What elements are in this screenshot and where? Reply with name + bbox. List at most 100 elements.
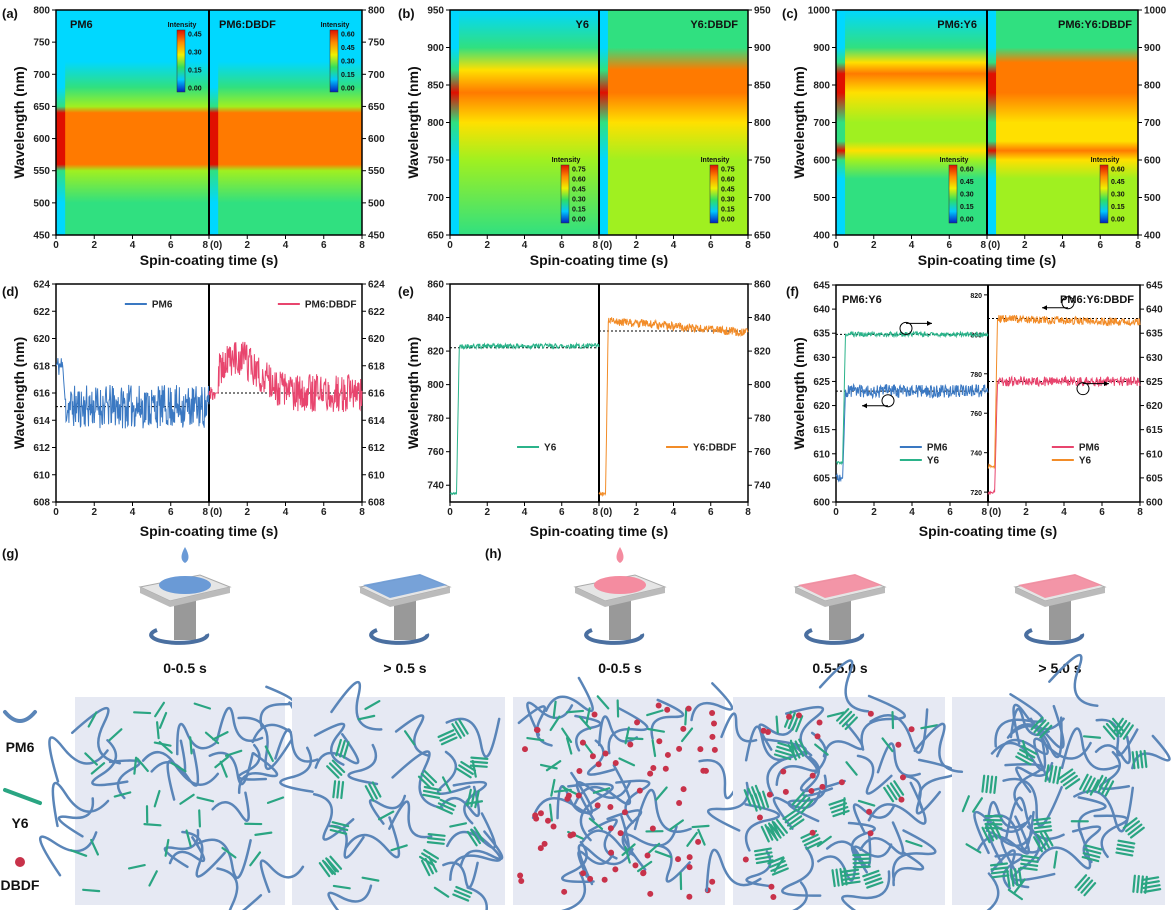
x-tick-label: 4 — [671, 507, 677, 518]
y6-molecule — [835, 868, 840, 887]
y6-molecule — [585, 707, 591, 726]
stage-time-label: > 0.5 s — [383, 660, 426, 676]
y6-molecule — [1116, 843, 1135, 849]
half-title: PM6:DBDF — [219, 19, 276, 31]
y6-molecule — [189, 736, 193, 755]
y6-molecule — [1084, 844, 1103, 851]
y6-molecule — [427, 833, 446, 837]
colorbar-title: Intensity — [701, 157, 730, 164]
y6-molecule — [437, 802, 455, 811]
y6-molecule — [1034, 829, 1053, 834]
y6-molecule — [170, 761, 187, 773]
pm6-chain — [436, 750, 471, 795]
y6-molecule — [164, 838, 170, 857]
dbdf-molecule — [550, 823, 557, 830]
dbdf-molecule — [697, 746, 704, 753]
y6-molecule — [646, 842, 661, 856]
y6-molecule — [766, 826, 779, 842]
y-right-tick-label: 610 — [1146, 449, 1163, 460]
pm6-chain — [1004, 796, 1065, 841]
thin-film — [1018, 574, 1102, 598]
y6-molecule — [1033, 821, 1052, 826]
dbdf-molecule — [899, 774, 906, 781]
y6-molecule — [751, 786, 760, 804]
y6-molecule — [1135, 750, 1140, 769]
spin-stage-edge — [140, 587, 230, 607]
y6-molecule — [832, 809, 850, 818]
pm6-chain — [1033, 737, 1092, 781]
x-tick-label: 6 — [168, 240, 174, 251]
y6-molecule — [470, 828, 482, 845]
dbdf-molecule — [517, 872, 524, 879]
y6-molecule — [863, 873, 881, 882]
y6-molecule — [835, 708, 850, 722]
y6-molecule — [1132, 874, 1136, 893]
y-tick-label: 400 — [813, 231, 830, 242]
heatmap-initial-strip — [987, 10, 997, 235]
y6-molecule — [198, 809, 201, 828]
pm6-chain — [633, 788, 692, 834]
colorbar-tick-label: 0.60 — [572, 177, 586, 184]
pm6-legend-icon — [3, 710, 37, 723]
y6-molecule — [452, 893, 470, 902]
y6-molecule — [767, 856, 785, 865]
spin-stage-edge — [795, 587, 885, 607]
pm6-chain — [654, 843, 691, 883]
dbdf-molecule — [636, 787, 643, 794]
y6-molecule — [1074, 874, 1088, 889]
pm6-chain — [391, 750, 444, 810]
axis-indicator-circle — [899, 321, 913, 335]
y6-molecule — [1079, 773, 1089, 791]
legend-label: PM6 — [927, 443, 948, 454]
y6-molecule — [193, 702, 212, 710]
y6-molecule — [422, 789, 441, 796]
y6-molecule — [592, 787, 611, 794]
y6-molecule — [326, 858, 340, 873]
heatmap-initial-strip — [56, 10, 66, 235]
x-tick-label: 6 — [947, 507, 953, 518]
pm6-chain — [347, 743, 379, 786]
y6-molecule — [883, 786, 895, 803]
y-tick-label: 750 — [427, 156, 444, 167]
y6-molecule — [331, 821, 350, 828]
y6-molecule — [787, 712, 796, 730]
y6-molecule — [803, 837, 821, 847]
thin-film — [798, 574, 882, 598]
pm6-chain — [312, 793, 355, 841]
x-tick-label: 2 — [91, 240, 97, 251]
y-right-tick-label: 800 — [1144, 81, 1161, 92]
y6-molecule — [618, 757, 636, 767]
y6-molecule — [1116, 719, 1128, 736]
pm6-chain — [841, 870, 891, 910]
y6-molecule — [826, 711, 845, 718]
x-tick-label: (0) — [600, 507, 612, 518]
y6-molecule — [800, 799, 814, 814]
dbdf-molecule — [676, 745, 683, 752]
y6-molecule — [1081, 856, 1100, 863]
y6-molecule — [158, 711, 168, 729]
y6-molecule — [474, 790, 480, 809]
y-tick-label: 800 — [813, 81, 830, 92]
y-right-tick-label: 900 — [1144, 43, 1161, 54]
y6-molecule — [771, 867, 789, 876]
dbdf-molecule — [576, 768, 583, 775]
x-tick-label: 4 — [130, 507, 136, 518]
y6-molecule — [113, 791, 132, 798]
y6-molecule — [552, 700, 557, 719]
pm6-chain — [781, 846, 822, 897]
dbdf-molecule — [634, 719, 641, 726]
y6-molecule — [336, 780, 341, 799]
heatmap-y6 — [450, 10, 599, 235]
x-tick-label: 8 — [202, 507, 208, 518]
dbdf-molecule — [866, 808, 873, 815]
y6-molecule — [82, 888, 101, 893]
pm6-chain — [466, 886, 488, 910]
y-tick-label: 618 — [33, 361, 50, 372]
y2-tick-label: 780 — [970, 372, 982, 379]
heatmap-pm6-y6-dbdf — [987, 10, 1138, 235]
y6-molecule — [1139, 750, 1144, 769]
y6-molecule — [842, 797, 846, 816]
y6-molecule — [1039, 724, 1053, 739]
y6-molecule — [453, 889, 471, 898]
y6-molecule — [185, 829, 192, 848]
